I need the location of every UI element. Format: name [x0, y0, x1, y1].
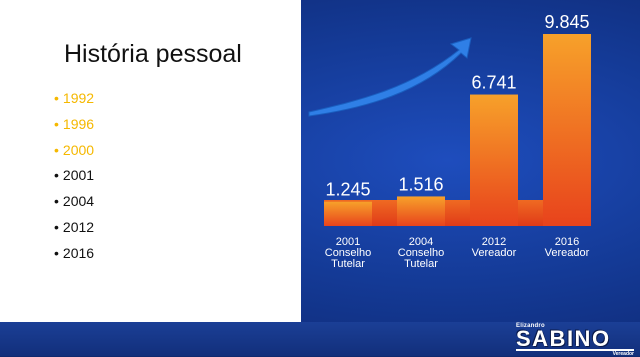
category-label: Tutelar: [331, 258, 365, 270]
year-item: • 2001: [54, 163, 94, 189]
year-item: • 1992: [54, 86, 94, 112]
category-label: 2001: [336, 236, 360, 248]
bullet-icon: •: [54, 141, 59, 158]
category-label: Tutelar: [404, 258, 438, 270]
year-label: 2004: [62, 193, 95, 210]
sabino-logo: Elizandro SABINO Vereador: [512, 322, 636, 357]
years-list: • 1992 • 1996 • 2000 • 2001 • 2004 • 2012 • 2016: [54, 86, 94, 267]
logo-first-name: Elizandro: [516, 323, 545, 329]
category-label: 2004: [409, 236, 433, 248]
bullet-icon: •: [54, 90, 59, 106]
year-label: 2016: [62, 244, 95, 261]
bullet-icon: •: [54, 115, 59, 132]
bullet-icon: •: [54, 218, 59, 235]
bar-value-label: 6.741: [471, 73, 516, 93]
category-label: Vereador: [472, 247, 517, 259]
category-label: Conselho: [325, 247, 371, 259]
votes-chart: 1.2452001ConselhoTutelar1.5162004Conselh…: [308, 12, 591, 270]
bar: [324, 201, 372, 226]
bar-value-label: 9.845: [544, 12, 589, 32]
bar: [397, 196, 445, 226]
year-label: 2012: [62, 218, 95, 235]
category-label: 2016: [555, 236, 579, 248]
bar: [470, 94, 518, 226]
year-label: 1992: [62, 90, 95, 106]
growth-arrow-icon: [308, 37, 472, 117]
year-item: • 2016: [54, 241, 94, 267]
bar-value-label: 1.516: [398, 174, 443, 194]
bullet-icon: •: [54, 193, 59, 210]
year-item: • 2004: [54, 189, 94, 215]
year-item: • 1996: [54, 112, 94, 138]
year-item: • 2000: [54, 138, 94, 164]
category-label: Vereador: [545, 247, 590, 259]
category-label: 2012: [482, 236, 506, 248]
logo-tag: Vereador: [612, 351, 634, 357]
bullet-icon: •: [54, 244, 59, 261]
bar-value-label: 1.245: [325, 180, 370, 200]
year-label: 2000: [62, 141, 95, 158]
slide-title: História pessoal: [64, 40, 242, 68]
year-label: 2001: [62, 167, 95, 184]
text-panel: História pessoal • 1992 • 1996 • 2000 • 2001 • 20…: [0, 0, 301, 322]
year-label: 1996: [62, 115, 95, 132]
bullet-icon: •: [54, 167, 59, 184]
bar: [543, 34, 591, 226]
year-item: • 2012: [54, 215, 94, 241]
logo-underline: [516, 349, 634, 351]
logo-last-name: SABINO: [516, 326, 611, 351]
category-label: Conselho: [398, 247, 444, 259]
